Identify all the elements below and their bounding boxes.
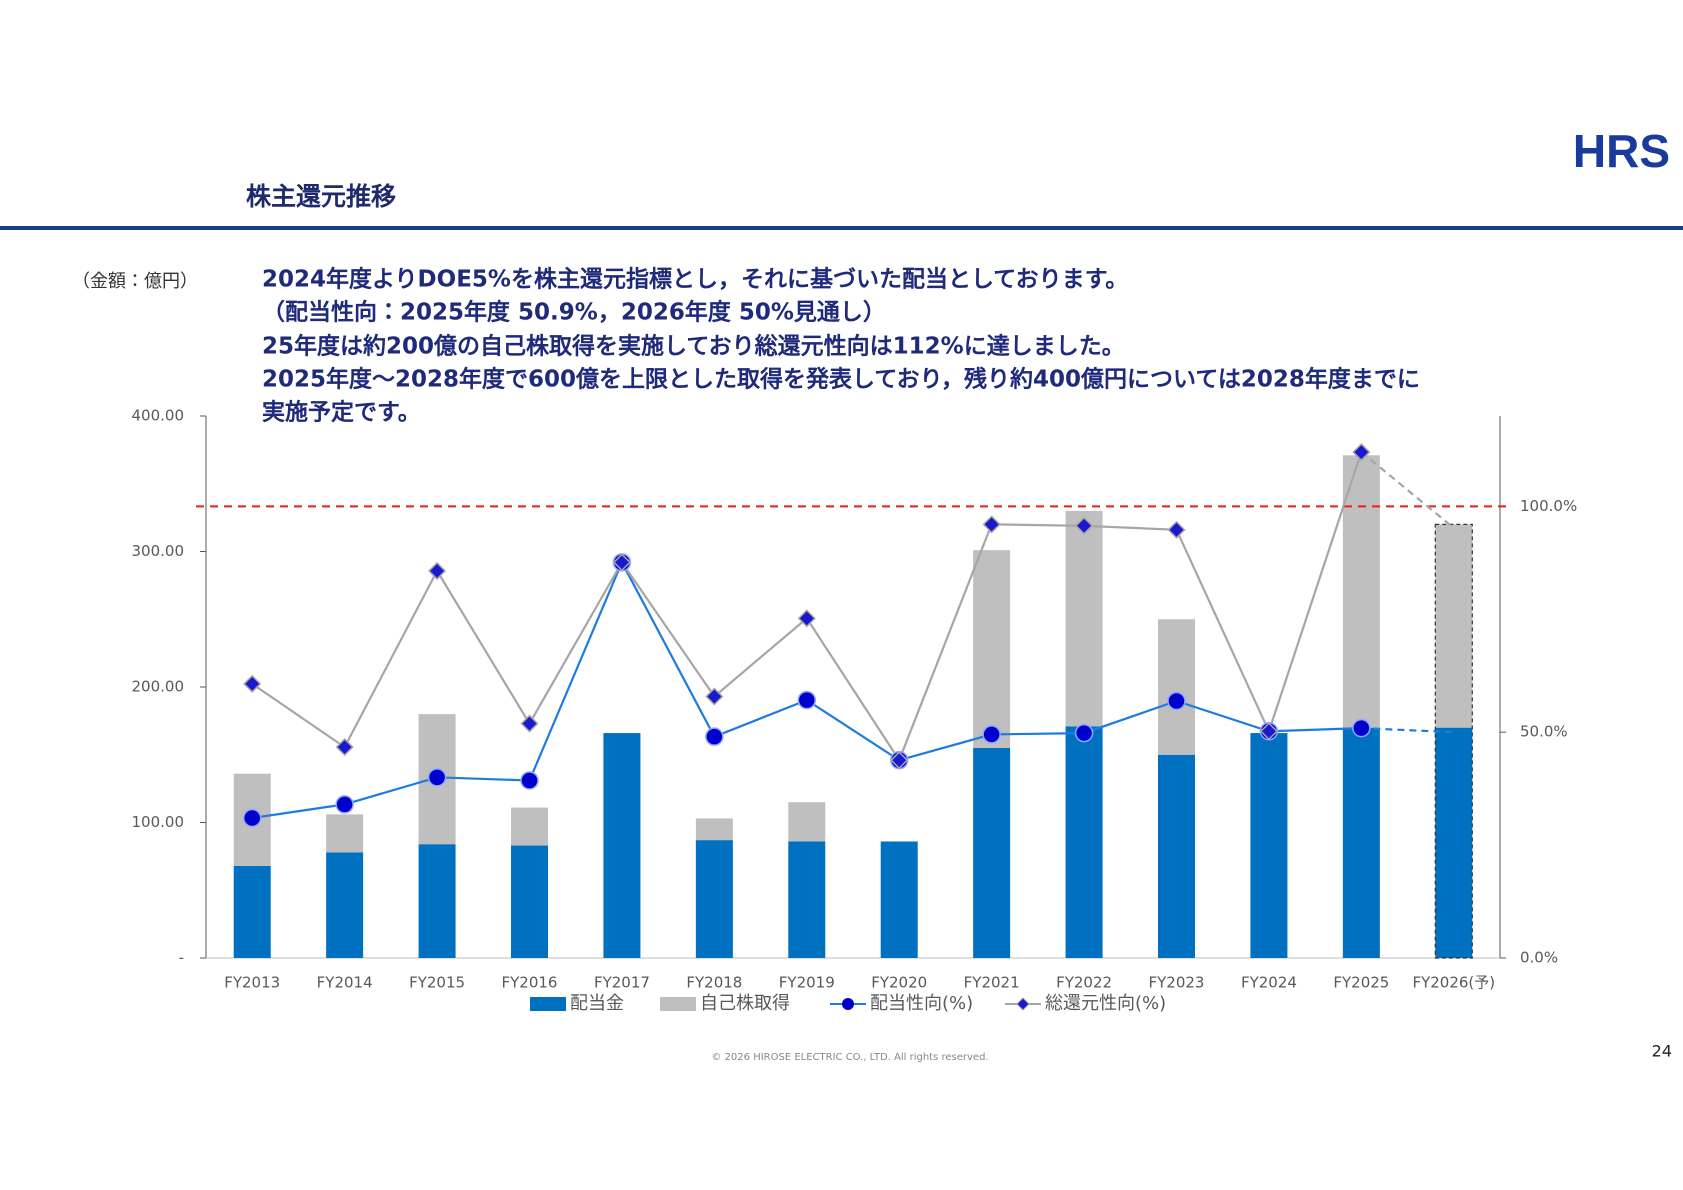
marker (982, 515, 1001, 534)
chart: - 100.00 200.00 300.00 400.00 0.0% 50.0% 100.0%… (132, 407, 1578, 1015)
x-tick-label: FY2022 (1056, 974, 1112, 992)
x-tick-label: FY2015 (409, 974, 465, 992)
y-tick-label: 300.00 (132, 542, 185, 560)
note-line: 25年度は約200億の自己株取得を実施しており総還元性向は112%に達しました。 (262, 333, 1125, 360)
copyright: © 2026 HIROSE ELECTRIC CO., LTD. All rig… (711, 1052, 988, 1063)
bar (1435, 524, 1473, 728)
marker (705, 727, 724, 746)
marker (1074, 723, 1094, 743)
marker (1259, 722, 1278, 741)
y2-tick-label: 50.0% (1520, 723, 1568, 741)
bar (1158, 619, 1195, 755)
forecast-line (1361, 727, 1454, 734)
y2-tick-label: 0.0% (1520, 949, 1558, 967)
legend-swatch (660, 997, 696, 1011)
line (251, 451, 1363, 763)
bar (326, 852, 364, 958)
x-tick-label: FY2018 (686, 974, 742, 992)
legend-label: 自己株取得 (700, 993, 790, 1014)
x-tick-label: FY2024 (1241, 974, 1297, 992)
x-tick-label: FY2021 (964, 974, 1020, 992)
bar (1158, 754, 1195, 958)
note-line: 2025年度～2028年度で600億を上限とした取得を発表しており，残り約400… (262, 366, 1420, 393)
x-tick-label: FY2020 (871, 974, 927, 992)
legend-marker (842, 998, 854, 1010)
x-tick-label: FY2019 (779, 974, 835, 992)
x-tick-label: FY2013 (224, 974, 280, 992)
marker (243, 674, 262, 693)
marker (335, 795, 354, 814)
marker (520, 714, 539, 733)
marker (797, 609, 816, 628)
bar (1342, 727, 1380, 958)
bar (695, 840, 733, 958)
bar (788, 802, 826, 842)
legend-marker (1016, 997, 1030, 1011)
title-rule (0, 226, 1683, 230)
marker (705, 687, 724, 706)
note-line: 2024年度よりDOE5%を株主還元指標とし，それに基づいた配当としております。 (262, 266, 1128, 293)
marker (797, 690, 817, 710)
x-tick-label: FY2026(予) (1412, 974, 1495, 992)
bar (1250, 733, 1288, 958)
bar (973, 747, 1011, 958)
marker (242, 808, 262, 828)
x-tick-label: FY2023 (1149, 974, 1205, 992)
bar (695, 818, 733, 841)
marker (890, 751, 909, 770)
bar (973, 550, 1011, 748)
bar (788, 841, 826, 958)
bar (511, 807, 548, 846)
bar (1342, 455, 1380, 728)
bar (511, 845, 548, 958)
marker (1075, 516, 1094, 535)
bar (880, 841, 918, 958)
x-tick-label: FY2025 (1333, 974, 1389, 992)
marker (1167, 520, 1186, 539)
bar (326, 814, 364, 853)
y-tick-label: 100.00 (132, 813, 185, 831)
bar (233, 865, 271, 958)
bar (418, 844, 456, 958)
marker (1352, 443, 1371, 462)
marker (428, 561, 447, 580)
forecast-line (1360, 451, 1455, 529)
marker (612, 553, 631, 572)
marker (1167, 691, 1186, 711)
slide-title: 株主還元推移 (246, 182, 396, 211)
marker (427, 768, 447, 787)
legend-swatch (530, 997, 566, 1011)
logo: HRS (1573, 125, 1670, 177)
x-tick-label: FY2014 (317, 974, 373, 992)
marker (335, 738, 354, 757)
note-line: 実施予定です。 (262, 399, 421, 426)
y-tick-label: - (179, 949, 184, 967)
unit-note: （金額：億円） (72, 271, 198, 292)
legend-label: 配当金 (570, 993, 624, 1014)
y2-tick-label: 100.0% (1520, 497, 1577, 515)
marker (1352, 718, 1371, 738)
marker (982, 725, 1001, 744)
bar (1435, 727, 1473, 958)
bar (1065, 510, 1103, 727)
legend-label: 総還元性向(%) (1045, 993, 1166, 1014)
y-tick-label: 200.00 (132, 678, 185, 696)
bar (1065, 726, 1103, 958)
y-tick-label: 400.00 (132, 407, 185, 425)
legend-label: 配当性向(%) (870, 993, 973, 1014)
forecast-outline (1434, 523, 1473, 959)
bar (603, 733, 641, 958)
page-number: 24 (1652, 1042, 1672, 1061)
note-line: （配当性向：2025年度 50.9%，2026年度 50%見通し） (262, 299, 886, 326)
x-tick-label: FY2016 (502, 974, 558, 992)
x-tick-label: FY2017 (594, 974, 650, 992)
marker (520, 771, 539, 790)
